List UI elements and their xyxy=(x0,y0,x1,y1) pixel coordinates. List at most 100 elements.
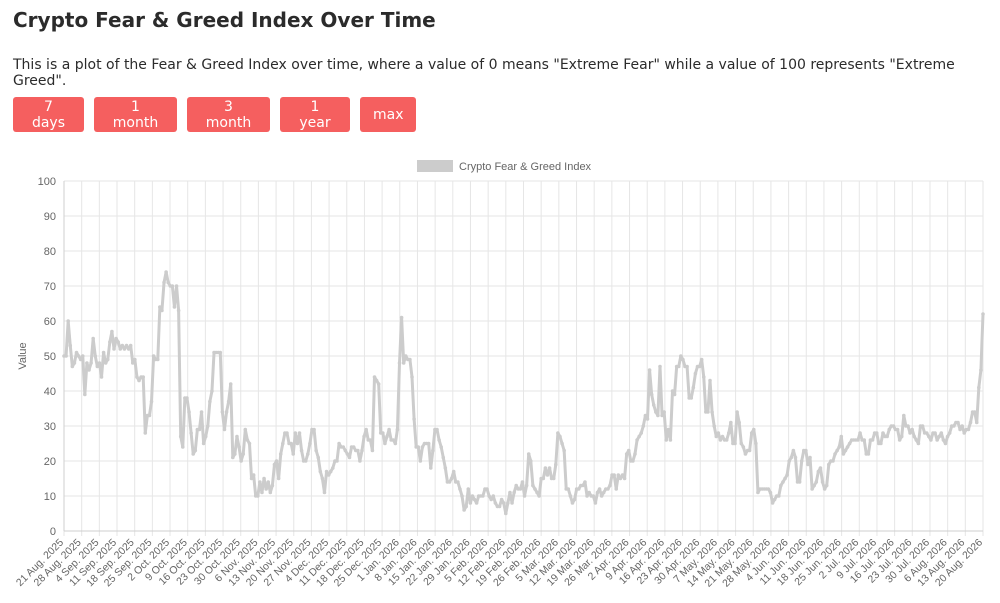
data-point[interactable] xyxy=(841,452,846,456)
data-point[interactable] xyxy=(670,389,675,393)
data-point[interactable] xyxy=(105,357,110,362)
data-point[interactable] xyxy=(812,483,816,488)
data-point[interactable] xyxy=(170,284,175,288)
data-point[interactable] xyxy=(562,448,566,453)
data-point[interactable] xyxy=(614,487,619,491)
data-point[interactable] xyxy=(524,483,529,488)
data-point[interactable] xyxy=(912,434,917,439)
data-point[interactable] xyxy=(276,476,281,481)
data-point[interactable] xyxy=(943,441,948,446)
data-point[interactable] xyxy=(387,427,391,432)
data-point[interactable] xyxy=(689,396,694,400)
data-point[interactable] xyxy=(474,501,479,505)
data-point[interactable] xyxy=(264,487,268,491)
data-point[interactable] xyxy=(320,476,325,481)
data-point[interactable] xyxy=(451,469,456,474)
data-point[interactable] xyxy=(201,441,206,446)
data-point[interactable] xyxy=(358,459,362,463)
data-point[interactable] xyxy=(345,452,350,456)
data-point[interactable] xyxy=(635,438,639,442)
data-point[interactable] xyxy=(501,501,506,505)
data-point[interactable] xyxy=(137,378,141,383)
data-point[interactable] xyxy=(870,438,875,442)
data-point[interactable] xyxy=(739,441,744,446)
data-point[interactable] xyxy=(237,445,241,449)
data-point[interactable] xyxy=(779,483,783,488)
data-point[interactable] xyxy=(83,392,87,397)
data-point[interactable] xyxy=(785,473,789,477)
data-point[interactable] xyxy=(87,368,91,372)
data-point[interactable] xyxy=(245,438,250,442)
data-point[interactable] xyxy=(933,431,937,435)
data-point[interactable] xyxy=(233,452,237,456)
data-point[interactable] xyxy=(714,434,719,439)
data-point[interactable] xyxy=(312,427,316,432)
data-point[interactable] xyxy=(85,361,89,365)
data-point[interactable] xyxy=(285,431,289,435)
data-point[interactable] xyxy=(701,375,706,379)
data-point[interactable] xyxy=(439,445,443,449)
data-point[interactable] xyxy=(716,431,721,435)
data-point[interactable] xyxy=(128,343,133,348)
data-point[interactable] xyxy=(99,375,104,379)
data-point[interactable] xyxy=(558,434,562,439)
data-point[interactable] xyxy=(616,473,621,477)
data-point[interactable] xyxy=(672,392,677,397)
data-point[interactable] xyxy=(487,494,491,498)
data-point[interactable] xyxy=(231,455,235,460)
data-point[interactable] xyxy=(464,504,468,509)
data-point[interactable] xyxy=(835,448,839,453)
data-point[interactable] xyxy=(724,438,729,442)
data-point[interactable] xyxy=(281,441,285,446)
data-point[interactable] xyxy=(297,431,302,435)
data-point[interactable] xyxy=(595,490,600,495)
data-point[interactable] xyxy=(274,459,279,463)
data-point[interactable] xyxy=(506,501,510,505)
data-point[interactable] xyxy=(735,410,739,414)
data-point[interactable] xyxy=(706,410,710,414)
data-point[interactable] xyxy=(833,452,837,456)
data-point[interactable] xyxy=(585,494,589,498)
data-point[interactable] xyxy=(403,354,408,358)
data-point[interactable] xyxy=(839,434,844,439)
data-point[interactable] xyxy=(751,427,756,432)
data-point[interactable] xyxy=(816,469,821,474)
data-point[interactable] xyxy=(897,438,902,442)
data-point[interactable] xyxy=(147,413,152,418)
data-point[interactable] xyxy=(820,480,825,484)
range-max-button[interactable]: max xyxy=(360,97,416,132)
data-point[interactable] xyxy=(431,448,435,453)
data-point[interactable] xyxy=(608,483,612,488)
data-point[interactable] xyxy=(89,361,93,365)
data-point[interactable] xyxy=(520,480,525,484)
data-point[interactable] xyxy=(180,445,185,449)
data-point[interactable] xyxy=(924,431,929,435)
data-point[interactable] xyxy=(612,473,616,477)
data-point[interactable] xyxy=(647,368,652,372)
data-point[interactable] xyxy=(270,483,275,488)
data-point[interactable] xyxy=(160,308,164,313)
data-point[interactable] xyxy=(381,431,385,435)
data-point[interactable] xyxy=(151,354,156,358)
data-point[interactable] xyxy=(526,452,531,456)
data-point[interactable] xyxy=(255,494,260,498)
data-point[interactable] xyxy=(581,483,585,488)
data-point[interactable] xyxy=(408,357,412,362)
data-point[interactable] xyxy=(318,469,323,474)
data-point[interactable] xyxy=(112,347,116,351)
data-point[interactable] xyxy=(485,487,489,491)
data-point[interactable] xyxy=(866,452,871,456)
data-point[interactable] xyxy=(749,431,754,435)
data-point[interactable] xyxy=(443,466,448,470)
data-point[interactable] xyxy=(583,480,587,484)
data-point[interactable] xyxy=(535,490,539,495)
data-point[interactable] xyxy=(149,399,154,404)
data-point[interactable] xyxy=(656,413,660,418)
data-point[interactable] xyxy=(218,350,223,355)
data-point[interactable] xyxy=(641,424,646,428)
data-point[interactable] xyxy=(662,410,666,414)
data-point[interactable] xyxy=(247,441,252,446)
data-point[interactable] xyxy=(172,305,177,309)
data-point[interactable] xyxy=(810,487,814,491)
data-point[interactable] xyxy=(72,361,77,365)
